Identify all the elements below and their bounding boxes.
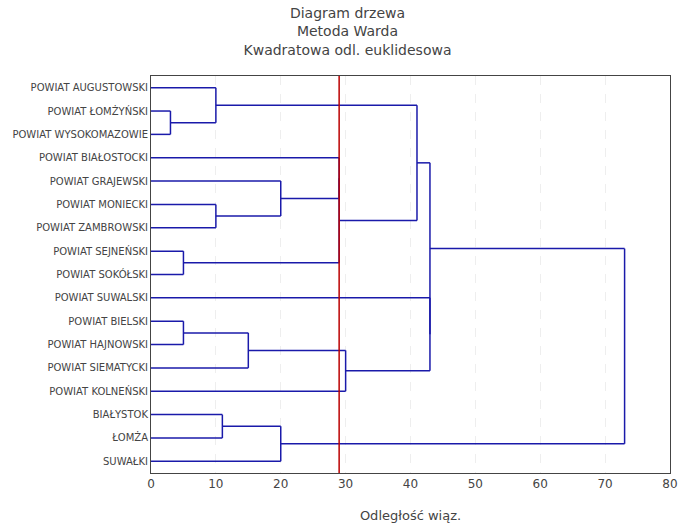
svg-text:POWIAT HAJNOWSKI: POWIAT HAJNOWSKI	[48, 339, 149, 350]
svg-text:POWIAT KOLNEŃSKI: POWIAT KOLNEŃSKI	[49, 385, 148, 397]
svg-text:POWIAT AUGUSTOWSKI: POWIAT AUGUSTOWSKI	[31, 82, 148, 93]
svg-text:0: 0	[147, 477, 155, 491]
svg-text:POWIAT SIEMATYCKI: POWIAT SIEMATYCKI	[47, 362, 148, 373]
svg-text:70: 70	[597, 477, 612, 491]
svg-text:40: 40	[403, 477, 418, 491]
svg-text:10: 10	[208, 477, 223, 491]
svg-text:POWIAT MONIECKI: POWIAT MONIECKI	[56, 199, 148, 210]
svg-text:SUWAŁKI: SUWAŁKI	[103, 456, 148, 467]
svg-text:60: 60	[533, 477, 548, 491]
svg-text:POWIAT ŁOMŻYŃSKI: POWIAT ŁOMŻYŃSKI	[47, 105, 148, 117]
svg-text:Odległość wiąz.: Odległość wiąz.	[360, 508, 461, 523]
svg-text:POWIAT SEJNEŃSKI: POWIAT SEJNEŃSKI	[53, 245, 148, 257]
svg-text:Diagram drzewaMetoda WardaKwad: Diagram drzewaMetoda WardaKwadratowa odl…	[244, 5, 452, 57]
svg-text:POWIAT SUWALSKI: POWIAT SUWALSKI	[55, 292, 148, 303]
svg-text:POWIAT ZAMBROWSKI: POWIAT ZAMBROWSKI	[36, 222, 148, 233]
svg-text:POWIAT WYSOKOMAZOWIE: POWIAT WYSOKOMAZOWIE	[12, 129, 148, 140]
svg-text:30: 30	[338, 477, 353, 491]
svg-text:POWIAT SOKÓŁSKI: POWIAT SOKÓŁSKI	[56, 268, 148, 280]
svg-text:BIAŁYSTOK: BIAŁYSTOK	[93, 409, 149, 420]
svg-text:POWIAT GRAJEWSKI: POWIAT GRAJEWSKI	[50, 176, 148, 187]
svg-text:POWIAT BIAŁOSTOCKI: POWIAT BIAŁOSTOCKI	[39, 152, 148, 163]
svg-text:ŁOMŻA: ŁOMŻA	[111, 431, 148, 443]
svg-text:20: 20	[273, 477, 288, 491]
svg-text:50: 50	[468, 477, 483, 491]
svg-text:POWIAT BIELSKI: POWIAT BIELSKI	[68, 316, 148, 327]
svg-text:80: 80	[662, 477, 677, 491]
